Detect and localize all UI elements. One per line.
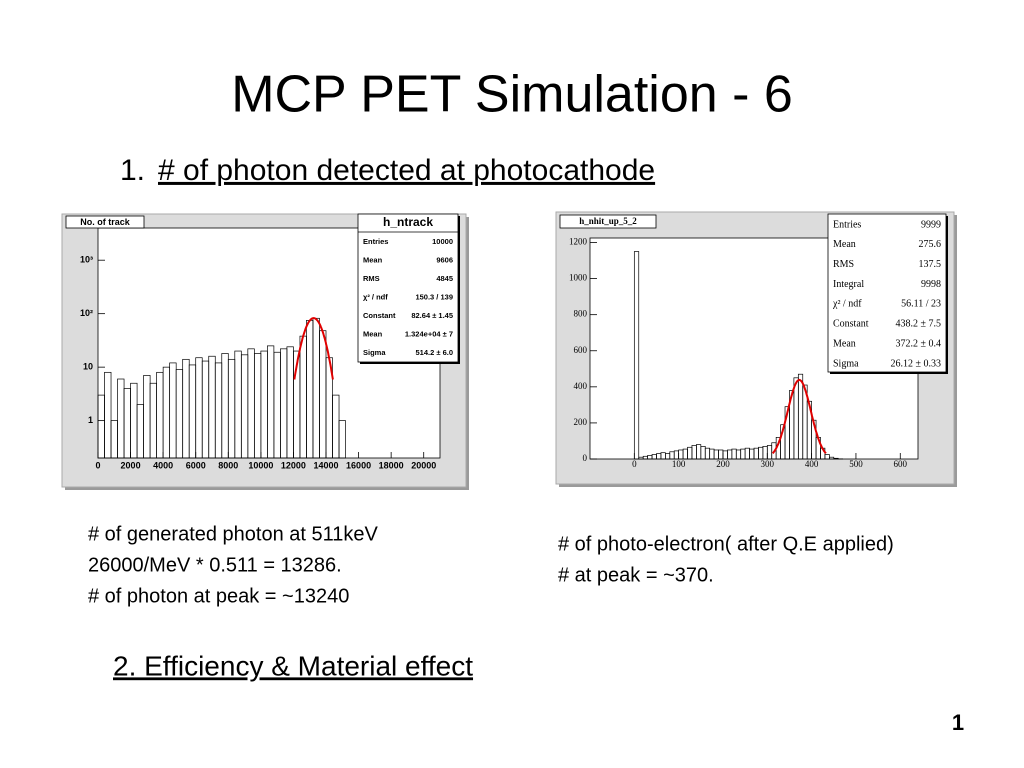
stats-value: 10000	[432, 237, 453, 246]
y-tick-label: 800	[574, 309, 588, 319]
stats-name: Integral	[833, 279, 864, 290]
stats-name: Constant	[833, 319, 869, 330]
x-tick-label: 16000	[346, 460, 371, 470]
x-tick-label: 6000	[186, 460, 206, 470]
stats-title: h_ntrack	[383, 215, 433, 229]
histogram-title: h_nhit_up_5_2	[579, 216, 637, 226]
x-tick-label: 20000	[411, 460, 436, 470]
x-tick-label: 200	[716, 459, 730, 469]
slide-title: MCP PET Simulation - 6	[231, 66, 793, 124]
stats-value: 82.64 ± 1.45	[411, 311, 453, 320]
stats-value: 438.2 ± 7.5	[896, 319, 942, 330]
stats-name: Mean	[833, 239, 856, 250]
note: # of photo-electron( after Q.E applied)	[558, 533, 894, 555]
fit-curve	[293, 317, 334, 380]
x-tick-label: 600	[894, 459, 908, 469]
stats-name: Entries	[363, 237, 388, 246]
stats-box	[827, 213, 947, 373]
page-number: 1	[952, 710, 964, 735]
y-tick-label: 200	[574, 417, 588, 427]
x-tick-label: 14000	[313, 460, 338, 470]
x-tick-label: 4000	[153, 460, 173, 470]
x-tick-label: 100	[672, 459, 686, 469]
y-tick-label: 400	[574, 381, 588, 391]
x-tick-label: 12000	[281, 460, 306, 470]
stats-value: 150.3 / 139	[415, 292, 453, 301]
note: # of photon at peak = ~13240	[88, 585, 349, 607]
note: # of generated photon at 511keV	[88, 523, 379, 545]
histogram-bin	[338, 420, 346, 459]
y-tick-label: 600	[574, 345, 588, 355]
x-tick-label: 10000	[248, 460, 273, 470]
histogram-panel: 0 2000 4000 6000 8000 10000 12000 14000 16000 180…	[61, 213, 469, 490]
stats-box	[357, 213, 459, 363]
stats-name: Entries	[833, 219, 861, 230]
stats-name: χ² / ndf	[832, 299, 862, 310]
y-tick-label: 10³	[80, 255, 93, 265]
histogram-title-box	[559, 214, 657, 229]
x-tick-label: 400	[805, 459, 819, 469]
item-heading: 2. Efficiency & Material effect	[113, 650, 473, 681]
stats-name: Mean	[363, 329, 383, 338]
y-tick-label: 0	[583, 453, 588, 463]
stats-value: 372.2 ± 0.4	[896, 338, 942, 349]
stats-name: RMS	[363, 274, 380, 283]
stats-name: χ² / ndf	[363, 292, 388, 301]
stats-value: 275.6	[919, 239, 942, 250]
x-tick-label: 0	[632, 459, 637, 469]
histogram-title-box	[65, 215, 145, 229]
stats-value: 4845	[436, 274, 453, 283]
histogram-bin	[104, 371, 112, 459]
histogram-panel: 0 100 200 300 400 500 600 0 200 400 600 800 1000 1200…	[555, 211, 957, 487]
stats-value: 9998	[921, 279, 941, 290]
item-heading: # of photon detected at photocathode	[158, 154, 655, 187]
y-tick-label: 1000	[569, 273, 588, 283]
stats-name: RMS	[833, 259, 854, 270]
stats-name: Mean	[363, 255, 383, 264]
histogram-bin	[633, 251, 640, 460]
x-tick-label: 18000	[379, 460, 404, 470]
stats-name: Constant	[363, 311, 396, 320]
y-tick-label: 1	[88, 415, 93, 425]
x-tick-label: 300	[761, 459, 775, 469]
stats-value: 514.2 ± 6.0	[416, 348, 453, 357]
note: 26000/MeV * 0.511 = 13286.	[88, 554, 342, 576]
x-tick-label: 8000	[218, 460, 238, 470]
stats-value: 56.11 / 23	[901, 299, 941, 310]
stats-value: 9606	[436, 255, 453, 264]
note: # at peak = ~370.	[558, 564, 714, 586]
x-tick-label: 2000	[121, 460, 141, 470]
y-tick-label: 1200	[569, 237, 588, 247]
stats-name: Sigma	[363, 348, 386, 357]
stats-value: 9999	[921, 219, 941, 230]
stats-value: 137.5	[919, 259, 942, 270]
histogram-bin	[824, 454, 830, 460]
stats-name: Mean	[833, 338, 856, 349]
x-tick-label: 0	[95, 460, 100, 470]
stats-value: 1.324e+04 ± 7	[405, 329, 453, 338]
fit-curve	[771, 378, 827, 454]
y-tick-label: 10	[83, 362, 93, 372]
stats-name: Sigma	[833, 358, 859, 369]
x-tick-label: 500	[849, 459, 863, 469]
item-number: 1.	[120, 154, 145, 187]
y-tick-label: 10²	[80, 308, 93, 318]
histogram-title: No. of track	[80, 217, 131, 227]
stats-value: 26.12 ± 0.33	[891, 358, 942, 369]
